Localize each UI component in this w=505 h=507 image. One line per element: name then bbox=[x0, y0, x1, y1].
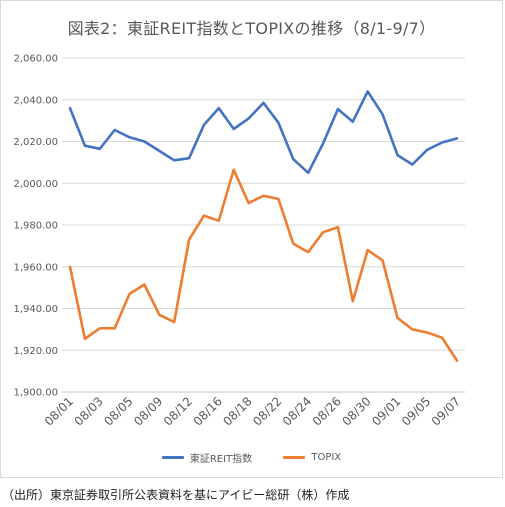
legend-label-reit: 東証REIT指数 bbox=[189, 454, 253, 465]
y-tick-label: 2,000.00 bbox=[13, 179, 58, 190]
x-tick-label: 09/01 bbox=[369, 394, 403, 428]
x-tick-label: 08/03 bbox=[72, 394, 106, 428]
legend-item-reit: 東証REIT指数 bbox=[161, 450, 253, 465]
y-tick-label: 1,980.00 bbox=[13, 221, 58, 232]
x-tick-label: 08/26 bbox=[310, 394, 344, 428]
x-tick-label: 08/01 bbox=[42, 394, 76, 428]
y-tick-label: 1,900.00 bbox=[13, 388, 58, 399]
x-tick-label: 08/05 bbox=[101, 394, 135, 428]
y-tick-label: 1,960.00 bbox=[13, 262, 58, 273]
y-tick-label: 1,920.00 bbox=[13, 346, 58, 357]
series-line-topix bbox=[68, 168, 459, 363]
y-tick-label: 2,060.00 bbox=[13, 54, 58, 65]
legend-label-topix: TOPIX bbox=[311, 452, 342, 463]
line-chart: 1,900.00 1,920.00 1,940.00 1,960.00 1,980.00… bbox=[13, 54, 465, 429]
chart-frame: 図表2：東証REIT指数とTOPIXの推移（8/1-9/7） 1,900.00 1… bbox=[0, 0, 503, 478]
x-tick-label: 08/16 bbox=[191, 394, 225, 428]
legend: 東証REIT指数 TOPIX bbox=[1, 450, 502, 465]
legend-item-topix: TOPIX bbox=[283, 452, 341, 463]
y-tick-label: 2,020.00 bbox=[13, 137, 58, 148]
y-tick-label: 2,040.00 bbox=[13, 95, 58, 106]
x-tick-label: 08/22 bbox=[250, 394, 284, 428]
x-tick-label: 08/12 bbox=[161, 394, 195, 428]
x-tick-label: 08/24 bbox=[280, 394, 314, 428]
series-line-reit bbox=[68, 90, 459, 175]
legend-swatch-reit bbox=[161, 456, 184, 459]
x-tick-label: 09/05 bbox=[399, 394, 433, 428]
x-tick-label: 08/30 bbox=[339, 394, 373, 428]
legend-swatch-topix bbox=[283, 456, 306, 459]
x-tick-label: 08/09 bbox=[131, 394, 165, 428]
y-tick-label: 1,940.00 bbox=[13, 304, 58, 315]
x-tick-label: 08/18 bbox=[220, 394, 254, 428]
x-tick-label: 09/07 bbox=[429, 394, 463, 428]
chart-title: 図表2：東証REIT指数とTOPIXの推移（8/1-9/7） bbox=[67, 19, 436, 38]
source-note: （出所）東京証券取引所公表資料を基にアイビー総研（株）作成 bbox=[2, 488, 350, 502]
